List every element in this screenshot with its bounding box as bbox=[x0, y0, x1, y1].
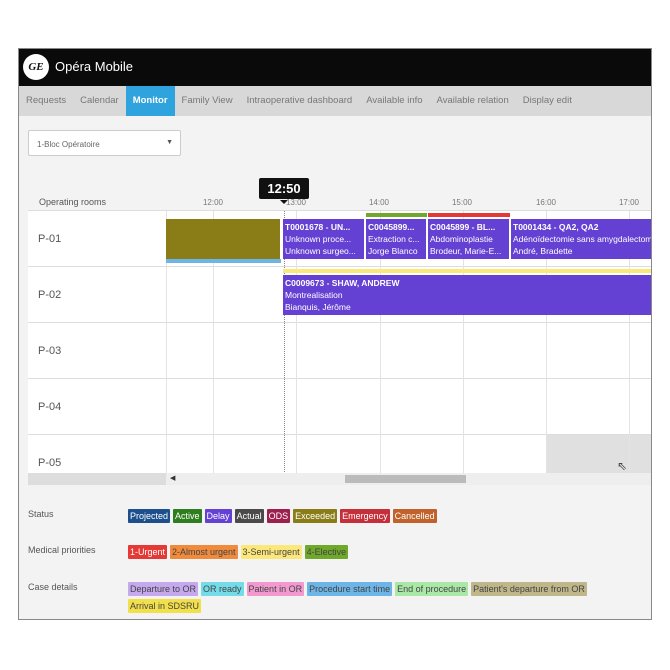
legend-priorities-label: Medical priorities bbox=[28, 545, 96, 555]
case-id: T0001678 - UN... bbox=[285, 222, 351, 232]
room-row: P-05 bbox=[28, 435, 651, 473]
tab-calendar[interactable]: Calendar bbox=[80, 95, 119, 106]
legend-case-details-label: Case details bbox=[28, 582, 78, 592]
time-tick: 17:00 bbox=[618, 198, 640, 207]
case-surgeon: André, Bradette bbox=[513, 246, 573, 256]
current-time-tooltip: 12:50 bbox=[259, 178, 309, 204]
app-title: Opéra Mobile bbox=[55, 59, 134, 74]
legend-badge: Arrival in SDSRU bbox=[128, 599, 202, 613]
legend-badge: Exceeded bbox=[293, 509, 338, 523]
legend-badge: Departure to OR bbox=[128, 582, 199, 596]
nav-tabs: Requests Calendar Monitor Family View Intrao… bbox=[19, 86, 651, 116]
time-tick: 16:00 bbox=[535, 198, 557, 207]
legend-badge: 2-Almost urgent bbox=[170, 545, 238, 559]
case-surgeon: Bianquis, Jérôme bbox=[285, 302, 351, 312]
tab-intraoperative-dashboard[interactable]: Intraoperative dashboard bbox=[246, 95, 353, 106]
time-tick: 14:00 bbox=[368, 198, 390, 207]
mouse-cursor-icon: ⇖ bbox=[617, 459, 628, 473]
case-surgeon: Unknown surgeo... bbox=[285, 246, 356, 256]
app-header: GE Opéra Mobile bbox=[19, 49, 651, 86]
grid-line bbox=[463, 211, 464, 473]
room-row: P-01 bbox=[28, 211, 651, 267]
grid-line bbox=[166, 211, 167, 473]
case-block[interactable]: C0009673 - SHAW, ANDREW Montrealisation Bi… bbox=[283, 275, 651, 315]
legend-badge: Delay bbox=[204, 509, 232, 523]
operating-rooms-header: Operating rooms bbox=[39, 197, 107, 207]
legend-badge: Cancelled bbox=[392, 509, 437, 523]
tab-display-edit[interactable]: Display edit bbox=[522, 95, 572, 106]
hover-cell[interactable] bbox=[546, 435, 651, 473]
legend-badge: Actual bbox=[234, 509, 264, 523]
legend-badge: 3-Semi-urgent bbox=[240, 545, 302, 559]
legend-badge: Projected bbox=[128, 509, 171, 523]
priority-bar-semi-urgent bbox=[283, 269, 651, 273]
case-block[interactable]: T0001678 - UN... Unknown proce... Unknown … bbox=[283, 219, 365, 259]
scrollbar-thumb[interactable] bbox=[345, 475, 466, 483]
chevron-down-icon: ▼ bbox=[166, 139, 173, 146]
tab-requests[interactable]: Requests bbox=[26, 95, 67, 106]
case-procedure: Montrealisation bbox=[285, 290, 343, 300]
time-tick: 15:00 bbox=[451, 198, 473, 207]
room-label: P-01 bbox=[38, 233, 62, 245]
case-id: C0045899 - BL... bbox=[430, 222, 496, 232]
legend-badge: 1-Urgent bbox=[128, 545, 168, 559]
horizontal-scrollbar[interactable]: ◀ bbox=[28, 473, 651, 485]
tab-available-info[interactable]: Available info bbox=[366, 95, 423, 106]
case-id: C0009673 - SHAW, ANDREW bbox=[285, 278, 400, 288]
grid-line bbox=[213, 211, 214, 473]
case-block[interactable]: T0001434 - QA2, QA2 Adénoïdectomie sans a… bbox=[511, 219, 652, 259]
room-label: P-03 bbox=[38, 345, 62, 357]
room-row: P-04 bbox=[28, 379, 651, 435]
case-procedure: Extraction c... bbox=[368, 234, 420, 244]
case-procedure: Abdominoplastie bbox=[430, 234, 493, 244]
app-window: GE Opéra Mobile Requests Calendar Monitor F… bbox=[18, 48, 652, 620]
case-id: C0045899... bbox=[368, 222, 415, 232]
procedure-start-bar bbox=[166, 259, 281, 263]
grid-line bbox=[629, 211, 630, 473]
case-surgeon: Brodeur, Marie-E... bbox=[430, 246, 502, 256]
grid-line bbox=[380, 211, 381, 473]
tab-monitor[interactable]: Monitor bbox=[125, 86, 175, 116]
room-row: P-03 bbox=[28, 323, 651, 379]
grid-line bbox=[546, 211, 547, 473]
time-tick: 13:00 bbox=[285, 198, 307, 207]
grid-line bbox=[296, 211, 297, 473]
priority-bar-urgent bbox=[428, 213, 510, 217]
case-procedure: Adénoïdectomie sans amygdalectomie bbox=[513, 234, 652, 244]
legend-badge: OR ready bbox=[201, 582, 244, 596]
legend-badge: Patient in OR bbox=[246, 582, 305, 596]
case-procedure: Unknown proce... bbox=[285, 234, 352, 244]
legend-status-label: Status bbox=[28, 509, 54, 519]
legend-badge: Active bbox=[173, 509, 202, 523]
room-label: P-04 bbox=[38, 401, 62, 413]
case-block[interactable]: C0045899... Extraction c... Jorge Blanco bbox=[366, 219, 427, 259]
tab-available-relation[interactable]: Available relation bbox=[436, 95, 509, 106]
current-time-line bbox=[284, 211, 285, 473]
room-label: P-02 bbox=[38, 289, 62, 301]
schedule-grid: P-01 P-02 P-03 P-04 P-05 T0001678 - UN... Unk… bbox=[28, 210, 652, 473]
case-id: T0001434 - QA2, QA2 bbox=[513, 222, 599, 232]
legend-badge: Procedure start time bbox=[307, 582, 393, 596]
bloc-selector-value: 1-Bloc Opératoire bbox=[37, 140, 100, 149]
case-surgeon: Jorge Blanco bbox=[368, 246, 418, 256]
tab-family-view[interactable]: Family View bbox=[181, 95, 233, 106]
case-block-exceeded[interactable] bbox=[166, 219, 281, 259]
ge-logo: GE bbox=[23, 54, 49, 80]
bloc-selector[interactable]: 1-Bloc Opératoire ▼ bbox=[28, 130, 181, 156]
legend-badge: End of procedure bbox=[395, 582, 469, 596]
case-block[interactable]: C0045899 - BL... Abdominoplastie Brodeur, … bbox=[428, 219, 510, 259]
room-row: P-02 bbox=[28, 267, 651, 323]
room-label: P-05 bbox=[38, 457, 62, 469]
legend-badge: Emergency bbox=[340, 509, 390, 523]
priority-bar-elective bbox=[366, 213, 427, 217]
legend-badge: 4-Elective bbox=[304, 545, 349, 559]
scroll-left-arrow-icon[interactable]: ◀ bbox=[170, 475, 176, 482]
legend-badge: Patient's departure from OR bbox=[471, 582, 587, 596]
legend-badge: ODS bbox=[266, 509, 291, 523]
time-tick: 12:00 bbox=[202, 198, 224, 207]
